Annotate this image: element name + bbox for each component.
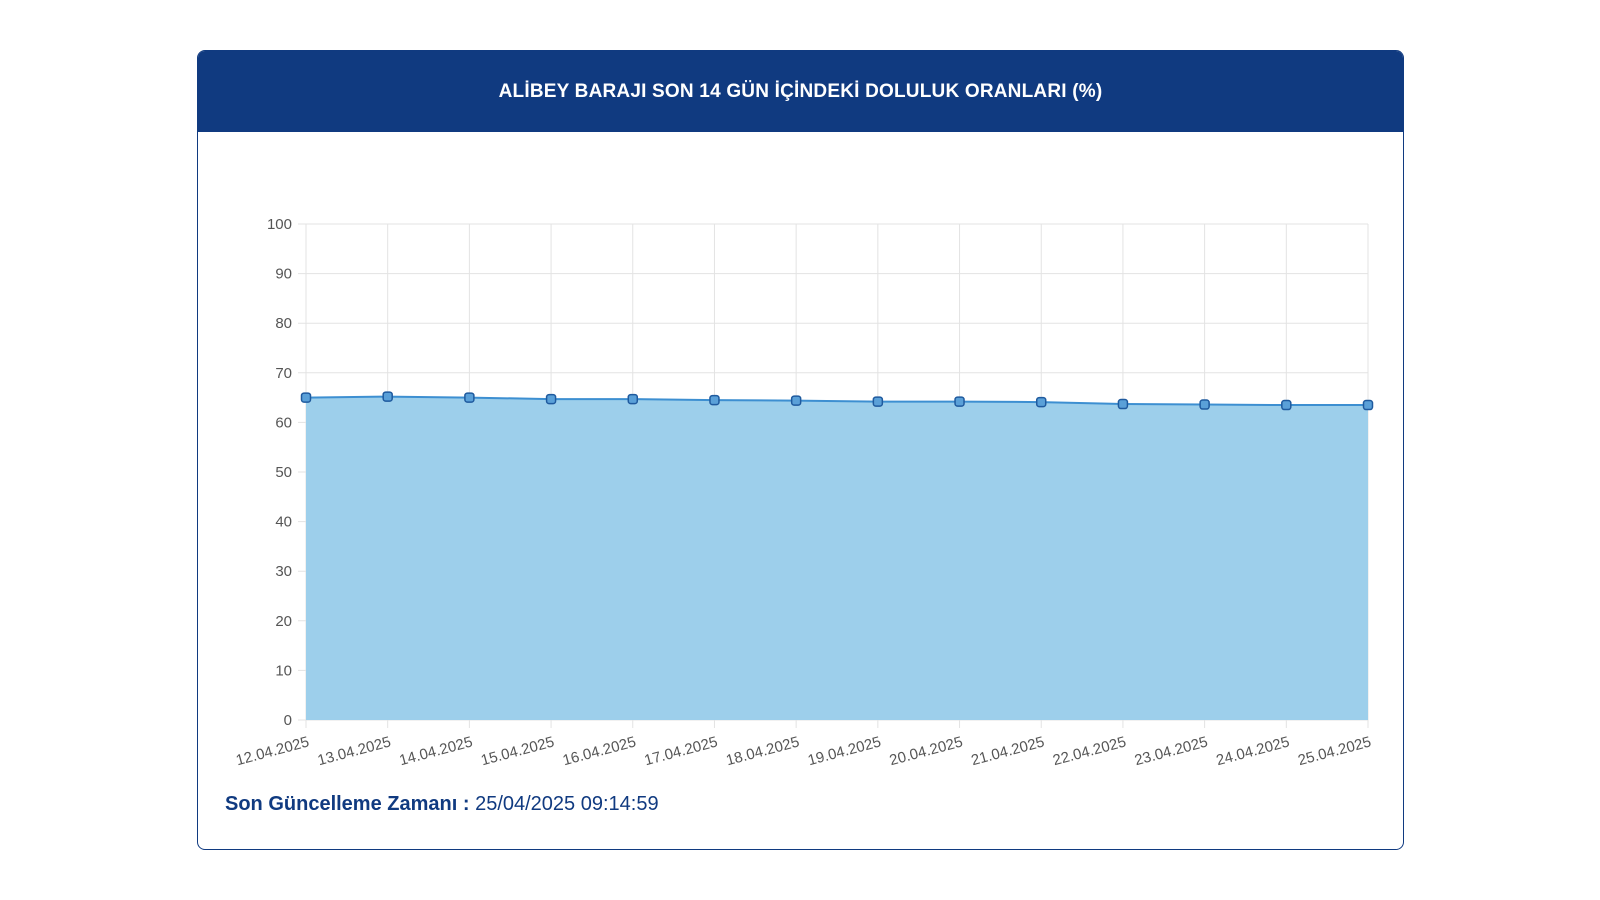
data-point	[1281, 399, 1292, 411]
x-tick-label: 13.04.2025	[316, 733, 393, 769]
y-tick-label: 60	[275, 414, 292, 431]
x-tick-label: 19.04.2025	[806, 733, 883, 769]
data-point	[300, 392, 312, 403]
x-tick-label: 18.04.2025	[724, 733, 801, 769]
data-point	[464, 392, 475, 403]
data-point	[790, 395, 802, 406]
y-tick-label: 50	[275, 464, 292, 481]
last-update-label: Son Güncelleme Zamanı :	[225, 793, 470, 815]
x-tick-label: 22.04.2025	[1051, 733, 1128, 769]
data-point	[1199, 399, 1210, 410]
y-tick-label: 40	[275, 514, 292, 531]
data-point	[872, 396, 884, 407]
data-point	[627, 393, 639, 405]
x-tick-label: 21.04.2025	[969, 733, 1046, 769]
data-point	[382, 391, 393, 402]
x-tick-label: 14.04.2025	[398, 733, 475, 769]
x-tick-label: 25.04.2025	[1296, 733, 1373, 769]
series-line	[305, 395, 1368, 407]
chart-header: ALİBEY BARAJI SON 14 GÜN İÇİNDEKİ DOLULU…	[198, 51, 1403, 132]
y-tick-label: 0	[284, 712, 292, 729]
last-update-value: 25/04/2025 09:14:59	[475, 793, 659, 815]
data-point	[954, 396, 965, 407]
data-point	[1362, 399, 1374, 411]
x-tick-label: 24.04.2025	[1214, 733, 1291, 769]
y-tick-label: 100	[267, 216, 292, 233]
x-axis: 12.04.2025 13.04.2025 14.04.2025 15.04.2025…	[234, 733, 1373, 769]
chart-svg: 0 10 20 30 40 50 60 70 80 90 100 12.04.2025 13.04.2…	[234, 216, 1374, 769]
x-tick-label: 15.04.2025	[479, 733, 556, 769]
y-tick-label: 80	[275, 315, 292, 332]
points-layer	[300, 391, 1374, 411]
data-point	[1117, 398, 1129, 410]
last-update: Son Güncelleme Zamanı : 25/04/2025 09:14…	[225, 793, 659, 816]
x-tick-label: 20.04.2025	[888, 733, 965, 769]
series-area	[306, 396, 1368, 720]
x-tick-label: 23.04.2025	[1133, 733, 1210, 769]
chart-card: ALİBEY BARAJI SON 14 GÜN İÇİNDEKİ DOLULU…	[197, 50, 1404, 850]
y-tick-label: 70	[275, 365, 292, 382]
data-point	[709, 394, 720, 406]
chart-area: 0 10 20 30 40 50 60 70 80 90 100 12.04.2025 13.04.2…	[198, 132, 1402, 772]
y-tick-label: 30	[275, 563, 292, 580]
y-tick-label: 90	[275, 266, 292, 283]
x-tick-label: 17.04.2025	[643, 733, 720, 769]
data-point	[545, 393, 557, 405]
y-tick-label: 10	[275, 662, 292, 679]
area-layer	[305, 395, 1368, 720]
x-tick-label: 16.04.2025	[561, 733, 638, 769]
chart-title: ALİBEY BARAJI SON 14 GÜN İÇİNDEKİ DOLULU…	[498, 80, 1103, 102]
y-tick-label: 20	[275, 613, 292, 630]
x-tick-label: 12.04.2025	[234, 733, 311, 769]
data-point	[1035, 396, 1047, 408]
y-axis: 0 10 20 30 40 50 60 70 80 90 100	[267, 216, 292, 729]
